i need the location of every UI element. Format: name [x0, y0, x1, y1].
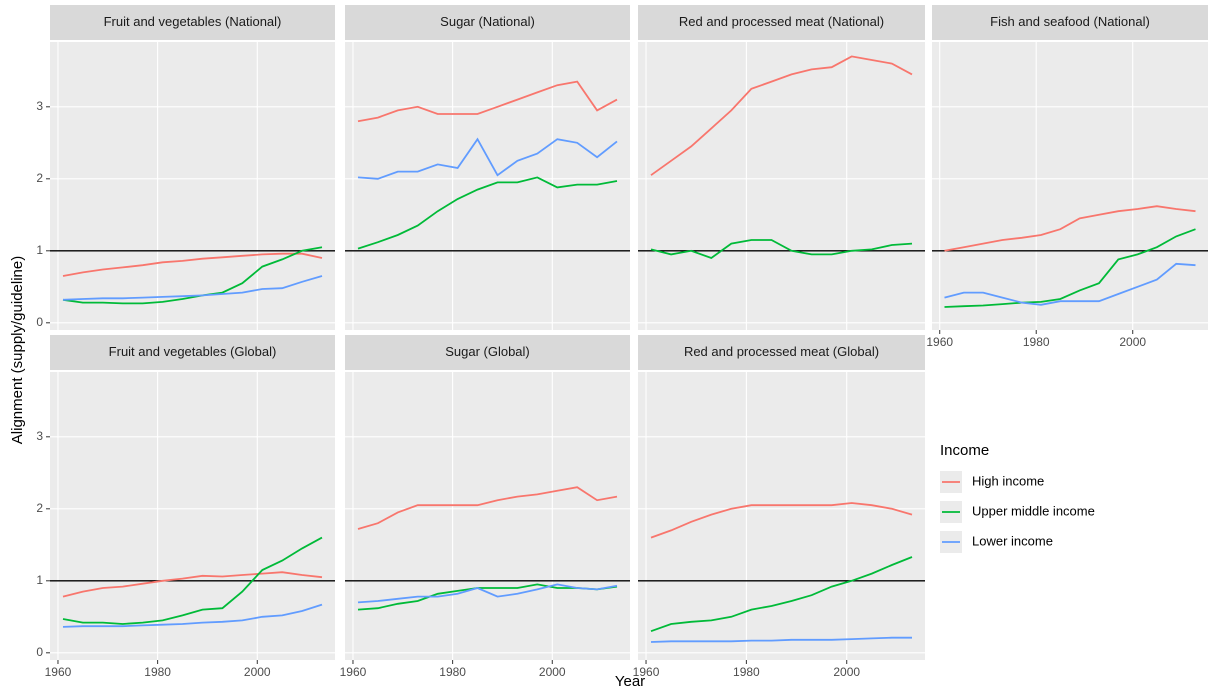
panel: [50, 372, 335, 660]
series-line: [357, 486, 618, 530]
y-tick-label: 0: [36, 315, 43, 329]
x-tick-label: 1980: [733, 665, 760, 679]
series-line: [62, 536, 323, 625]
series-line: [650, 636, 912, 643]
series-line: [944, 228, 1196, 308]
series-line: [650, 556, 913, 633]
x-tick-label: 2000: [833, 665, 860, 679]
strip-title: Red and processed meat (National): [679, 14, 884, 29]
x-tick-label: 1960: [340, 665, 367, 679]
y-tick-label: 0: [36, 645, 43, 659]
y-axis-title: Alignment (supply/guideline): [9, 256, 26, 444]
series-line: [650, 502, 913, 539]
panel: [932, 42, 1208, 330]
strip: [50, 335, 335, 370]
series-line: [62, 275, 323, 301]
x-tick-label: 1960: [45, 665, 72, 679]
y-tick-label: 1: [36, 243, 43, 257]
x-tick-label: 1960: [926, 335, 953, 349]
legend-label: Lower income: [972, 533, 1053, 548]
strip: [345, 335, 630, 370]
x-tick-label: 2000: [244, 665, 271, 679]
strip: [345, 5, 630, 40]
series-line: [650, 239, 913, 260]
strip-title: Red and processed meat (Global): [684, 344, 879, 359]
y-tick-label: 3: [36, 99, 43, 113]
series-line: [62, 571, 323, 598]
series-line: [62, 252, 323, 277]
series-line: [357, 176, 618, 250]
x-tick-label: 1980: [439, 665, 466, 679]
strip: [638, 5, 925, 40]
legend-title: Income: [940, 442, 989, 459]
strip-title: Sugar (Global): [445, 344, 530, 359]
y-tick-label: 2: [36, 171, 43, 185]
series-line: [357, 137, 618, 180]
x-tick-label: 1980: [1023, 335, 1050, 349]
series-line: [650, 55, 913, 176]
series-line: [62, 246, 323, 305]
strip-title: Fruit and vegetables (Global): [109, 344, 277, 359]
panel: [638, 42, 925, 330]
y-tick-label: 3: [36, 429, 43, 443]
series-line: [357, 583, 618, 604]
strip-title: Fish and seafood (National): [990, 14, 1150, 29]
series-line: [944, 205, 1196, 252]
series-line: [62, 603, 323, 628]
panel: [638, 372, 925, 660]
y-tick-label: 2: [36, 501, 43, 515]
strip-title: Sugar (National): [440, 14, 535, 29]
x-tick-label: 1960: [633, 665, 660, 679]
legend-label: High income: [972, 473, 1044, 488]
strip-title: Fruit and vegetables (National): [104, 14, 282, 29]
panel: [345, 372, 630, 660]
x-tick-label: 2000: [1119, 335, 1146, 349]
series-line: [944, 262, 1196, 306]
x-axis-title: Year: [615, 673, 645, 690]
strip: [638, 335, 925, 370]
panel: [50, 42, 335, 330]
series-line: [357, 80, 618, 123]
legend-label: Upper middle income: [972, 503, 1095, 518]
strip: [50, 5, 335, 40]
x-tick-label: 2000: [539, 665, 566, 679]
strip: [932, 5, 1208, 40]
y-tick-label: 1: [36, 573, 43, 587]
x-tick-label: 1980: [144, 665, 171, 679]
